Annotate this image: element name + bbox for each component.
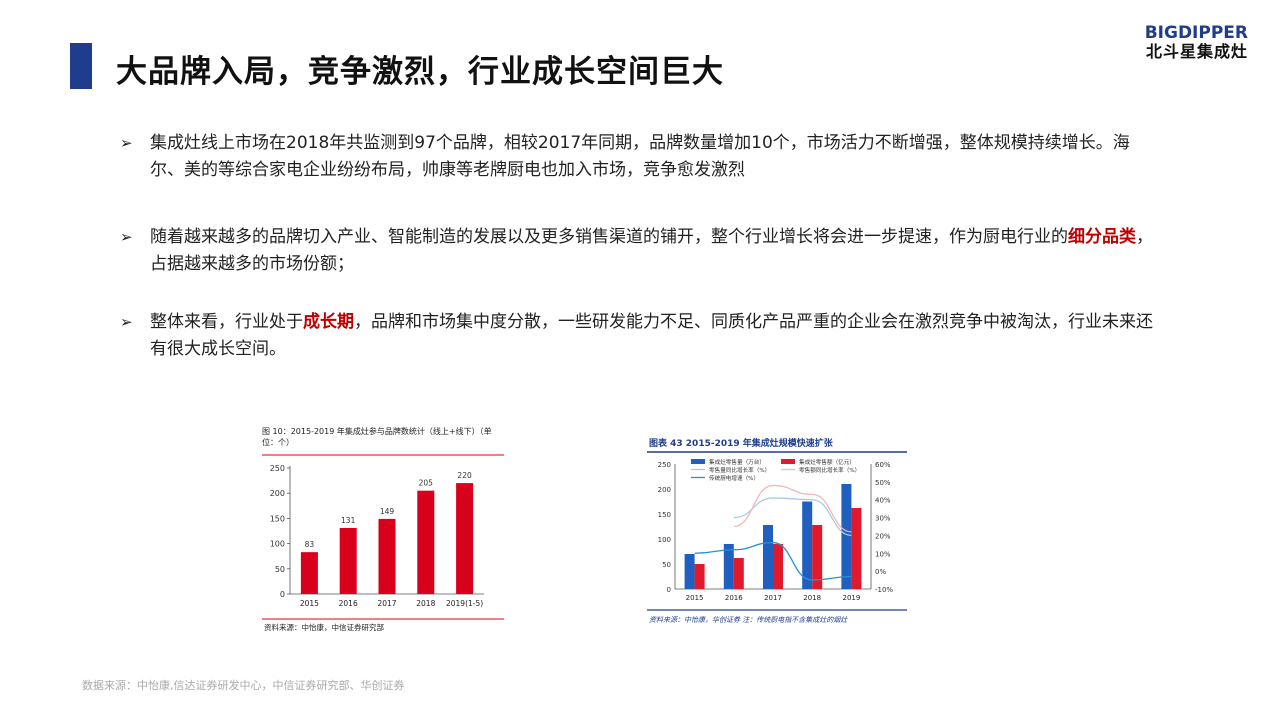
- chart1-x-tick-label: 2018: [416, 599, 435, 608]
- chart1-x-tick-label: 2019(1-5): [446, 599, 483, 608]
- chart2-bar: [773, 544, 783, 589]
- chart2-bar: [733, 558, 744, 589]
- chart1-y-tick-label: 250: [270, 464, 285, 473]
- chart1-source: 资料来源：中怡康，中信证券研究部: [264, 622, 384, 632]
- chart2-y-tick-label: 200: [658, 486, 671, 494]
- chart1-data-label: 83: [305, 540, 315, 549]
- bullet-text-post: ，品牌和市场集中度分散，一些研发能力不足、同质化产品严重的企业会在激烈竞争中被淘…: [150, 312, 1153, 359]
- bullet-text-post: ，占据越来越多的市场份额；: [150, 227, 1153, 274]
- chart1-bar: [417, 490, 435, 594]
- bullet-text-pre: 整体来看，行业处于: [150, 312, 303, 332]
- chart2-y2-tick-label: 20%: [875, 532, 891, 540]
- scale-expansion-chart: 图表 43 2015-2019 年集成灶规模快速扩张 0 50 100 150 200 2…: [645, 434, 910, 629]
- chart1-data-label: 205: [419, 479, 434, 488]
- chart2-y2-tick-label: 30%: [875, 515, 891, 523]
- chart2-bar: [763, 525, 773, 589]
- chart1-bar: [456, 483, 474, 594]
- chart2-y2-tick-label: 50%: [875, 479, 891, 487]
- chart2-legend-label: 集成灶零售额（亿元）: [799, 458, 855, 466]
- chart2-legend-label: 传统厨电增速（%）: [709, 474, 759, 482]
- arrow-bullet-icon: ➢: [120, 313, 133, 331]
- chart2-bar: [802, 501, 813, 589]
- chart2-legend-swatch: [781, 459, 795, 464]
- chart2-x-tick-label: 2016: [725, 594, 743, 602]
- chart2-bar: [812, 525, 823, 589]
- chart2-y-tick-label: 100: [658, 536, 671, 544]
- chart1-y-tick-label: 200: [270, 489, 285, 498]
- chart2-y2-tick-label: -10%: [875, 586, 893, 594]
- bullet-highlight: 细分品类: [1068, 227, 1136, 247]
- footer-source: 数据来源：中怡康,信达证券研发中心，中信证券研究部、华创证券: [82, 679, 405, 692]
- chart1-y-tick-label: 50: [275, 565, 285, 574]
- chart1-x-tick-label: 2016: [339, 599, 358, 608]
- chart1-data-label: 149: [380, 507, 395, 516]
- chart2-y-tick-label: 150: [658, 511, 671, 519]
- chart1-y-tick-label: 150: [270, 514, 285, 523]
- chart2-y2-tick-label: 10%: [875, 550, 891, 558]
- chart2-title: 图表 43 2015-2019 年集成灶规模快速扩张: [649, 437, 834, 449]
- chart1-data-label: 131: [341, 516, 356, 525]
- logo-text-en: BIGDIPPER: [1144, 23, 1248, 43]
- chart1-bar: [378, 518, 396, 594]
- chart1-title: 图 10：2015-2019 年集成灶参与品牌数统计（线上+线下）（单位：个）: [262, 427, 492, 447]
- chart2-legend-label: 集成灶零售量（万台）: [709, 458, 765, 466]
- logo-text-cn: 北斗星集成灶: [1145, 42, 1248, 61]
- bullet-item-3: ➢ 整体来看，行业处于成长期，品牌和市场集中度分散，一些研发能力不足、同质化产品…: [120, 309, 1160, 363]
- chart2-bar: [694, 564, 705, 589]
- chart2-bar: [851, 508, 862, 589]
- chart2-series-line: [733, 484, 852, 533]
- chart2-x-tick-label: 2015: [686, 594, 704, 602]
- bullet-text: 集成灶线上市场在2018年共监测到97个品牌，相较2017年同期，品牌数量增加1…: [150, 133, 1130, 180]
- chart2-x-tick-label: 2017: [764, 594, 782, 602]
- chart2-y-tick-label: 50: [662, 561, 671, 569]
- chart2-x-tick-label: 2019: [842, 594, 860, 602]
- brand-count-chart: 图 10：2015-2019 年集成灶参与品牌数统计（线上+线下）（单位：个） …: [258, 424, 508, 636]
- brand-logo: BIGDIPPER 北斗星集成灶: [1138, 24, 1248, 62]
- chart2-bar: [684, 554, 695, 589]
- chart2-y-tick-label: 0: [667, 586, 671, 594]
- chart2-y2-tick-label: 40%: [875, 497, 891, 505]
- scale-expansion-chart-svg: 图表 43 2015-2019 年集成灶规模快速扩张 0 50 100 150 200 2…: [647, 437, 907, 624]
- arrow-bullet-icon: ➢: [120, 228, 133, 246]
- chart2-bar: [723, 544, 734, 589]
- title-accent-bar: [70, 43, 92, 89]
- chart2-legend-label: 零售量同比增长率（%）: [709, 466, 770, 474]
- chart1-y-tick-label: 0: [280, 590, 285, 599]
- bullet-text-pre: 随着越来越多的品牌切入产业、智能制造的发展以及更多销售渠道的铺开，整个行业增长将…: [150, 227, 1068, 247]
- chart2-source: 资料来源：中怡康，华创证券 注：传统厨电指不含集成灶的烟灶: [649, 616, 848, 624]
- chart2-y-tick-label: 250: [658, 461, 671, 469]
- chart1-bar: [300, 552, 318, 594]
- bullet-item-1: ➢ 集成灶线上市场在2018年共监测到97个品牌，相较2017年同期，品牌数量增…: [120, 130, 1160, 184]
- bullet-highlight: 成长期: [303, 312, 354, 332]
- chart2-series-line: [694, 541, 852, 581]
- arrow-bullet-icon: ➢: [120, 134, 133, 152]
- chart2-y2-tick-label: 60%: [875, 461, 891, 469]
- chart1-y-tick-label: 100: [270, 540, 285, 549]
- chart1-x-tick-label: 2015: [300, 599, 319, 608]
- chart1-x-tick-label: 2017: [377, 599, 396, 608]
- chart2-legend-label: 零售额同比增长率（%）: [799, 466, 860, 474]
- chart1-data-label: 220: [457, 471, 472, 480]
- chart2-legend-swatch: [691, 459, 705, 464]
- chart2-bar: [841, 484, 852, 589]
- page-title: 大品牌入局，竞争激烈，行业成长空间巨大: [116, 54, 724, 90]
- chart1-bar: [339, 527, 357, 594]
- chart2-x-tick-label: 2018: [803, 594, 821, 602]
- chart2-series-line: [733, 497, 852, 537]
- chart2-y2-tick-label: 0%: [875, 568, 886, 576]
- bullet-item-2: ➢ 随着越来越多的品牌切入产业、智能制造的发展以及更多销售渠道的铺开，整个行业增…: [120, 224, 1160, 278]
- brand-count-chart-svg: 图 10：2015-2019 年集成灶参与品牌数统计（线上+线下）（单位：个） …: [262, 427, 504, 632]
